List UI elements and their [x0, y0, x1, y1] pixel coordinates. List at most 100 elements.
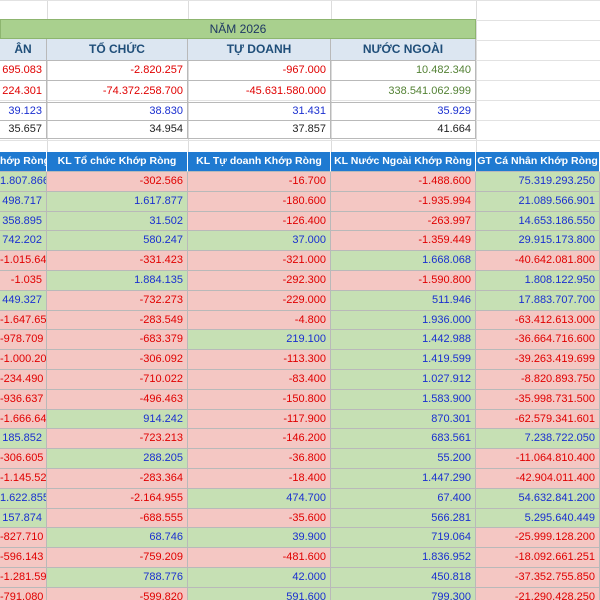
data-cell[interactable]: -113.300 — [188, 350, 331, 370]
data-cell[interactable]: 1.936.000 — [331, 311, 476, 330]
data-cell[interactable]: 5.295.640.449 — [476, 509, 600, 528]
data-cell[interactable]: -146.200 — [188, 429, 331, 449]
data-cell[interactable]: 1.027.912 — [331, 370, 476, 390]
summary-cell[interactable]: -967.000 — [188, 61, 331, 81]
data-cell[interactable]: 719.064 — [331, 528, 476, 548]
data-cell[interactable]: 288.205 — [47, 449, 188, 469]
data-cell[interactable]: 157.874 — [0, 509, 47, 528]
data-cell[interactable]: -936.637 — [0, 390, 47, 410]
data-cell[interactable]: 1.808.122.950 — [476, 271, 600, 291]
data-cell[interactable]: -331.423 — [47, 251, 188, 271]
data-cell[interactable]: -39.263.419.699 — [476, 350, 600, 370]
data-cell[interactable]: -759.209 — [47, 548, 188, 568]
data-cell[interactable]: -292.300 — [188, 271, 331, 291]
data-cell[interactable]: 683.561 — [331, 429, 476, 449]
data-cell[interactable]: 788.776 — [47, 568, 188, 588]
summary-cell[interactable]: 224.301 — [0, 81, 47, 103]
data-cell[interactable]: 742.202 — [0, 231, 47, 251]
data-cell[interactable]: -732.273 — [47, 291, 188, 311]
data-cell[interactable]: -11.064.810.400 — [476, 449, 600, 469]
data-cell[interactable]: 474.700 — [188, 489, 331, 509]
data-cell[interactable]: 566.281 — [331, 509, 476, 528]
data-cell[interactable]: -1.666.643 — [0, 410, 47, 429]
data-cell[interactable]: 14.653.186.550 — [476, 212, 600, 231]
summary-cell[interactable]: 31.431 — [188, 103, 331, 121]
data-cell[interactable]: 1.583.900 — [331, 390, 476, 410]
data-cell[interactable]: 799.300 — [331, 588, 476, 600]
data-cell[interactable]: -1.647.651 — [0, 311, 47, 330]
data-cell[interactable]: -35.998.731.500 — [476, 390, 600, 410]
data-cell[interactable]: 914.242 — [47, 410, 188, 429]
data-cell[interactable]: -710.022 — [47, 370, 188, 390]
data-cell[interactable]: -150.800 — [188, 390, 331, 410]
data-cell[interactable]: 1.668.068 — [331, 251, 476, 271]
data-cell[interactable]: -683.379 — [47, 330, 188, 350]
data-cell[interactable]: 1.836.952 — [331, 548, 476, 568]
data-cell[interactable]: 219.100 — [188, 330, 331, 350]
data-cell[interactable]: -25.999.128.200 — [476, 528, 600, 548]
data-cell[interactable]: -8.820.893.750 — [476, 370, 600, 390]
data-cell[interactable]: 39.900 — [188, 528, 331, 548]
data-cell[interactable]: -36.664.716.600 — [476, 330, 600, 350]
data-cell[interactable]: -18.092.661.251 — [476, 548, 600, 568]
summary-cell[interactable]: 35.929 — [331, 103, 476, 121]
data-cell[interactable]: 67.400 — [331, 489, 476, 509]
data-cell[interactable]: -18.400 — [188, 469, 331, 489]
data-cell[interactable]: 1.617.877 — [47, 192, 188, 212]
data-cell[interactable]: 1.622.855 — [0, 489, 47, 509]
data-cell[interactable]: -306.092 — [47, 350, 188, 370]
data-cell[interactable]: -62.579.341.601 — [476, 410, 600, 429]
data-cell[interactable]: -16.700 — [188, 172, 331, 192]
summary-cell[interactable]: 38.830 — [47, 103, 188, 121]
data-cell[interactable]: 870.301 — [331, 410, 476, 429]
data-cell[interactable]: -36.800 — [188, 449, 331, 469]
data-cell[interactable]: -723.213 — [47, 429, 188, 449]
data-cell[interactable]: 358.895 — [0, 212, 47, 231]
data-cell[interactable]: -83.400 — [188, 370, 331, 390]
data-cell[interactable]: 68.746 — [47, 528, 188, 548]
data-cell[interactable]: 54.632.841.200 — [476, 489, 600, 509]
data-cell[interactable]: -1.035 — [0, 271, 47, 291]
data-cell[interactable]: 498.717 — [0, 192, 47, 212]
data-cell[interactable]: 1.807.866 — [0, 172, 47, 192]
data-cell[interactable]: -229.000 — [188, 291, 331, 311]
data-cell[interactable]: -283.364 — [47, 469, 188, 489]
data-cell[interactable]: -1.145.526 — [0, 469, 47, 489]
data-cell[interactable]: -180.600 — [188, 192, 331, 212]
summary-cell[interactable]: 41.664 — [331, 121, 476, 139]
data-cell[interactable]: -791.080 — [0, 588, 47, 600]
data-cell[interactable]: -63.412.613.000 — [476, 311, 600, 330]
data-cell[interactable]: 450.818 — [331, 568, 476, 588]
data-cell[interactable]: -42.904.011.400 — [476, 469, 600, 489]
summary-cell[interactable]: 695.083 — [0, 61, 47, 81]
data-cell[interactable]: 1.884.135 — [47, 271, 188, 291]
data-cell[interactable]: -688.555 — [47, 509, 188, 528]
data-cell[interactable]: -126.400 — [188, 212, 331, 231]
data-cell[interactable]: -1.281.594 — [0, 568, 47, 588]
summary-cell[interactable]: 10.482.340 — [331, 61, 476, 81]
summary-cell[interactable]: 39.123 — [0, 103, 47, 121]
data-cell[interactable]: -1.359.449 — [331, 231, 476, 251]
data-cell[interactable]: 511.946 — [331, 291, 476, 311]
data-cell[interactable]: 31.502 — [47, 212, 188, 231]
summary-cell[interactable]: -45.631.580.000 — [188, 81, 331, 103]
data-cell[interactable]: -596.143 — [0, 548, 47, 568]
data-cell[interactable]: -283.549 — [47, 311, 188, 330]
data-cell[interactable]: -302.566 — [47, 172, 188, 192]
data-cell[interactable]: 17.883.707.700 — [476, 291, 600, 311]
data-cell[interactable]: -35.600 — [188, 509, 331, 528]
data-cell[interactable]: 591.600 — [188, 588, 331, 600]
data-cell[interactable]: 7.238.722.050 — [476, 429, 600, 449]
data-cell[interactable]: -263.997 — [331, 212, 476, 231]
data-cell[interactable]: -21.290.428.250 — [476, 588, 600, 600]
data-cell[interactable]: -37.352.755.850 — [476, 568, 600, 588]
data-cell[interactable]: -321.000 — [188, 251, 331, 271]
data-cell[interactable]: -978.709 — [0, 330, 47, 350]
data-cell[interactable]: -4.800 — [188, 311, 331, 330]
summary-cell[interactable]: 35.657 — [0, 121, 47, 139]
data-cell[interactable]: 1.419.599 — [331, 350, 476, 370]
data-cell[interactable]: 185.852 — [0, 429, 47, 449]
data-cell[interactable]: -1.590.800 — [331, 271, 476, 291]
data-cell[interactable]: -234.490 — [0, 370, 47, 390]
summary-cell[interactable]: -2.820.257 — [47, 61, 188, 81]
